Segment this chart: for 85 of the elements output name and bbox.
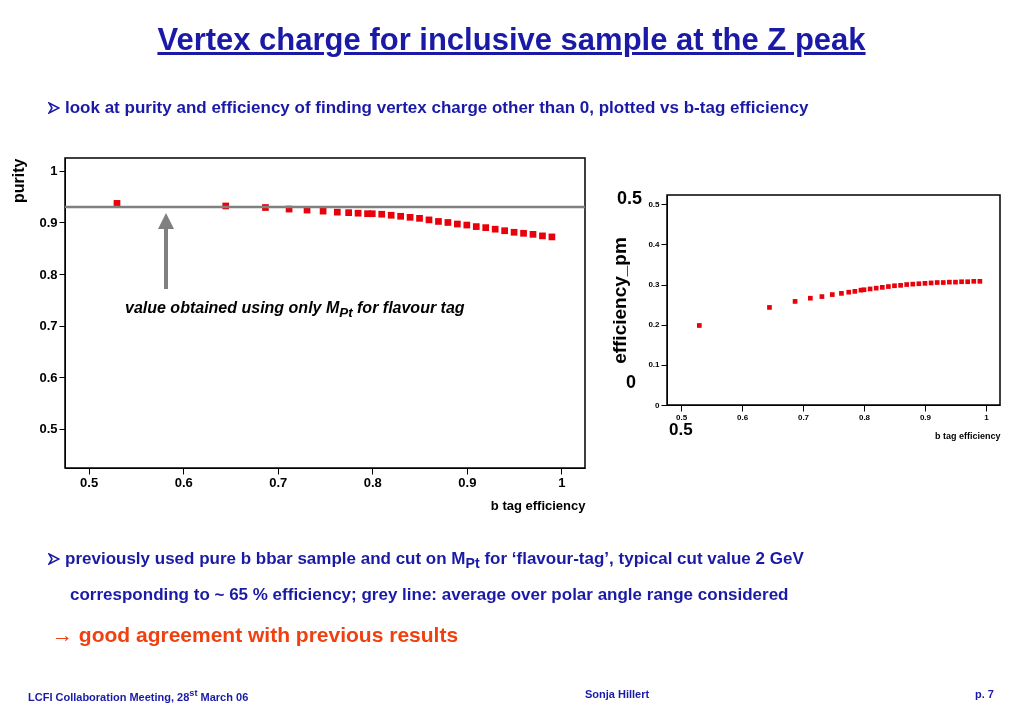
point	[354, 209, 362, 217]
point	[977, 278, 983, 284]
point	[947, 279, 952, 285]
x-tick-label: 0.9	[919, 412, 932, 422]
point	[378, 210, 386, 218]
y-tick-label: 0	[655, 400, 661, 410]
y-tick-label: 0.1	[648, 360, 661, 370]
point	[922, 280, 928, 286]
point	[510, 228, 518, 236]
point	[501, 227, 508, 235]
point	[387, 211, 395, 219]
x-axis-title: b tag efficiency	[934, 430, 1001, 441]
y-tick-label: 0.9	[39, 214, 58, 230]
point	[397, 212, 404, 220]
x-tick-label: 0.8	[363, 474, 382, 490]
x-tick-label: 0.8	[858, 412, 871, 422]
y-tick-label: 0.4	[648, 239, 661, 249]
point	[807, 295, 813, 301]
point	[696, 323, 702, 328]
point	[792, 299, 798, 304]
point	[886, 284, 891, 289]
point	[971, 278, 977, 284]
text: 0.5	[617, 188, 643, 209]
point	[959, 279, 964, 285]
point	[491, 225, 499, 233]
chart-title: Vertex charge for inclusive sample at the Z peak	[156, 22, 867, 58]
point	[904, 282, 910, 287]
point	[368, 210, 376, 218]
point	[934, 280, 940, 285]
point	[463, 221, 471, 229]
y-tick-label: 0.3	[648, 280, 661, 290]
y-tick-label: 0.2	[648, 320, 661, 330]
point	[953, 279, 958, 285]
x-tick-label: 0.5	[80, 474, 99, 490]
point	[472, 223, 480, 230]
y-tick-label: 1	[50, 163, 58, 179]
text: LCFI Collaboration Meeting, 28$^{st}$ March 06	[28, 688, 249, 703]
point	[898, 283, 903, 288]
point	[520, 229, 527, 237]
point	[940, 280, 946, 285]
point	[406, 213, 414, 221]
point	[846, 289, 852, 295]
point	[454, 220, 461, 228]
annotation: value obtained using only M$_{Pt}$ for flavour tag	[125, 299, 465, 321]
y-axis-title: purity	[10, 158, 28, 203]
x-tick-label: 0.9	[458, 474, 477, 490]
point	[482, 224, 490, 231]
text: → good agreement with previous results	[52, 623, 459, 647]
point	[767, 305, 772, 310]
point	[852, 289, 858, 294]
y-axis-title: efficiency_pm	[609, 237, 631, 364]
point	[829, 292, 835, 297]
text: previously used pure b bbar sample and cut on M$_{Pt}$ for ‘flavour-tag’, typical cut value 2 GeV	[64, 549, 804, 572]
point	[345, 209, 352, 217]
text: Sonja Hillert	[585, 688, 650, 700]
point	[892, 283, 897, 289]
point	[333, 208, 341, 216]
x-tick-label: 0.6	[174, 474, 193, 490]
x-tick-label: 1	[558, 474, 566, 490]
point	[910, 281, 916, 287]
x-axis-title: b tag efficiency	[490, 497, 587, 513]
chart-subtitle: look at purity and efficiency of finding vertex charge other than 0, plotted vs b-tag efficiency	[64, 98, 809, 118]
point	[873, 285, 879, 291]
point	[435, 218, 442, 225]
point	[819, 294, 825, 299]
text: p. 7	[975, 688, 994, 700]
x-tick-label: 0.7	[269, 474, 288, 490]
text: 0	[626, 372, 637, 393]
y-tick-label: 0.5	[648, 199, 661, 209]
point	[529, 230, 537, 238]
y-tick-label: 0.6	[39, 369, 58, 385]
point	[416, 215, 423, 222]
x-tick-label: 1	[984, 412, 990, 422]
point	[916, 281, 922, 287]
point	[965, 279, 971, 285]
point	[839, 291, 844, 296]
text: corresponding to ~ 65 % efficiency; grey line: average over polar angle range considered	[70, 585, 789, 605]
x-tick-label: 0.6	[736, 412, 749, 422]
y-tick-label: 0.8	[39, 266, 58, 282]
x-tick-label: 0.5	[675, 412, 688, 422]
point	[879, 285, 885, 290]
point	[444, 219, 452, 226]
y-tick-label: 0.7	[39, 318, 58, 334]
point	[539, 232, 546, 240]
x-tick-label: 0.7	[797, 412, 810, 422]
